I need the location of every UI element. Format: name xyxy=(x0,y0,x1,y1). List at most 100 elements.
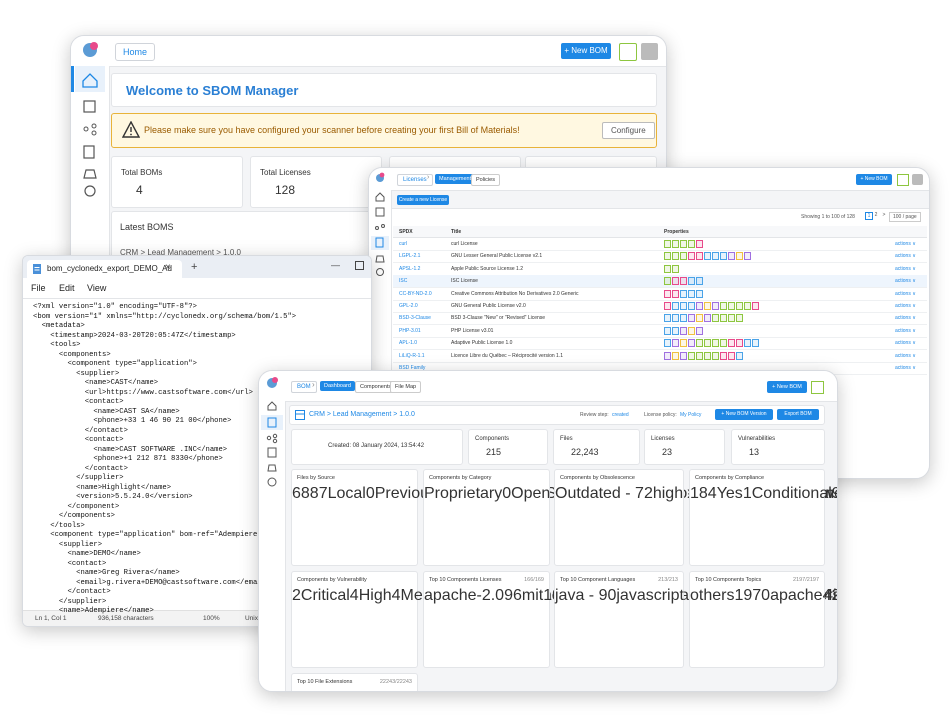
legend-label: Outdated - 72 xyxy=(555,485,653,502)
export-button[interactable]: Export BOM xyxy=(777,409,819,420)
item-label: others xyxy=(690,587,735,604)
showing-text: Showing 1 to 100 of 128 xyxy=(801,214,855,220)
page-size-select[interactable]: 100 / page xyxy=(889,212,921,222)
link-button[interactable] xyxy=(897,174,909,186)
chart-count: 2197/2197 xyxy=(793,577,819,583)
row-actions[interactable]: actions ∨ xyxy=(895,365,916,371)
property-badge xyxy=(720,339,727,348)
new-bom-button[interactable]: + New BOM xyxy=(767,381,807,393)
new-version-button[interactable]: + New BOM Version xyxy=(715,409,773,420)
table-row xyxy=(393,350,927,363)
code-line: </contact> xyxy=(33,426,128,435)
property-badge xyxy=(672,240,679,248)
property-badge xyxy=(696,314,703,323)
breadcrumb[interactable]: Home xyxy=(115,43,156,61)
stat-card: Components 215 xyxy=(468,429,548,465)
row-actions[interactable]: actions ∨ xyxy=(895,253,916,260)
property-badge xyxy=(680,240,687,248)
policy-value[interactable]: My Policy xyxy=(680,412,702,418)
tab[interactable] xyxy=(27,260,182,278)
new-tab[interactable]: + xyxy=(191,261,198,273)
menu-item[interactable]: File xyxy=(31,283,46,293)
maximize[interactable] xyxy=(355,261,364,270)
spdx-id[interactable]: LGPL-2.1 xyxy=(399,253,421,260)
page-button[interactable]: 1 xyxy=(865,212,873,220)
property-badge xyxy=(664,240,671,248)
spdx-id[interactable]: GPL-2.0 xyxy=(399,303,418,309)
table-header xyxy=(393,226,927,238)
spdx-id[interactable]: CC-BY-ND-2.0 xyxy=(399,290,432,297)
property-badge xyxy=(672,351,679,360)
chart-panel: Files by Source6887Local0Previous0Catalo… xyxy=(291,469,578,566)
stat-label: Total Licenses xyxy=(260,168,311,177)
row-actions[interactable]: actions ∨ xyxy=(895,352,916,359)
spdx-id[interactable]: curl xyxy=(399,241,408,247)
property-badge xyxy=(720,314,727,323)
stat-card: Licenses 23 xyxy=(644,429,725,465)
menu-item[interactable]: Edit xyxy=(59,283,75,293)
row-actions[interactable]: actions ∨ xyxy=(895,340,916,347)
property-badge xyxy=(664,302,671,310)
row-actions[interactable]: actions ∨ xyxy=(895,278,916,285)
stat-label: Licenses xyxy=(651,436,675,442)
tab-title: bom_cyclonedx_export_DEMO_Ad xyxy=(47,264,172,273)
row-actions[interactable]: actions ∨ xyxy=(895,315,916,322)
tab[interactable]: File Map xyxy=(390,381,422,393)
tab[interactable]: Policies xyxy=(471,174,500,186)
code-line: <timestamp>2024-03-20T20:05:47Z</timesta… xyxy=(33,331,236,340)
link-button[interactable] xyxy=(811,381,824,394)
policy-label: License policy: xyxy=(644,412,677,418)
breadcrumb[interactable]: BOM xyxy=(291,381,317,393)
property-badge xyxy=(736,302,743,310)
property-badge xyxy=(672,289,679,298)
tab[interactable]: Management xyxy=(435,174,476,184)
stat-label: Components xyxy=(475,436,510,442)
property-badge xyxy=(744,339,751,348)
spdx-id[interactable]: BSD-3-Clause xyxy=(399,315,431,322)
property-badge xyxy=(688,240,695,248)
link-button[interactable] xyxy=(619,43,637,61)
create-license-button[interactable]: Create a new License xyxy=(397,195,449,205)
row-actions[interactable]: actions ∨ xyxy=(895,303,916,309)
code-line: <url>https://www.castsoftware.com</url> xyxy=(33,388,253,397)
chart: others1970apache42development40consensus… xyxy=(690,587,837,605)
new-bom-button[interactable]: + New BOM xyxy=(856,174,892,185)
property-badge xyxy=(688,302,695,310)
row-actions[interactable]: actions ∨ xyxy=(895,265,916,272)
close-tab[interactable]: × xyxy=(165,262,171,273)
review-value[interactable]: created xyxy=(612,412,629,418)
chart-title: Components by Vulnerability xyxy=(297,577,367,583)
settings-button[interactable] xyxy=(912,174,923,185)
spdx-id[interactable]: PHP-3.01 xyxy=(399,327,421,334)
license-title: Licence Libre du Québec – Réciprocité ve… xyxy=(451,352,564,359)
bar-value-label: 4 xyxy=(824,587,834,604)
menu-item[interactable]: View xyxy=(87,283,107,293)
bom-path[interactable]: CRM > Lead Management > 1.0.0 xyxy=(309,411,415,418)
stat-card: Files 22,243 xyxy=(553,429,640,465)
stat-value: 4 xyxy=(136,183,143,197)
property-badge xyxy=(736,252,743,261)
property-badge xyxy=(712,302,719,310)
spdx-id[interactable]: ISC xyxy=(399,278,408,285)
page-button[interactable]: > xyxy=(882,212,886,218)
spdx-id[interactable]: APSL-1.2 xyxy=(399,265,421,272)
x-category-label: Conditional xyxy=(751,485,832,502)
tab[interactable]: Dashboard xyxy=(320,381,355,391)
property-badge xyxy=(696,326,703,335)
code-line: <component type="application"> xyxy=(33,360,197,368)
row-actions[interactable]: actions ∨ xyxy=(895,327,916,334)
configure-button[interactable]: Configure xyxy=(602,122,655,139)
minimize[interactable]: — xyxy=(331,260,340,270)
spdx-id[interactable]: APL-1.0 xyxy=(399,340,418,347)
spdx-id[interactable]: BSD Family xyxy=(399,365,426,371)
spdx-id[interactable]: LiLiQ-R-1.1 xyxy=(399,352,425,359)
breadcrumb[interactable]: Licenses xyxy=(397,174,433,186)
row-actions[interactable]: actions ∨ xyxy=(895,290,916,297)
page-button[interactable]: 2 xyxy=(874,212,878,218)
new-bom-button[interactable]: + New BOM xyxy=(561,43,611,59)
item-label: mit xyxy=(521,587,544,604)
settings-button[interactable] xyxy=(641,43,658,60)
license-title: Creative Commons Attribution No Derivati… xyxy=(451,290,579,297)
row-actions[interactable]: actions ∨ xyxy=(895,241,916,247)
